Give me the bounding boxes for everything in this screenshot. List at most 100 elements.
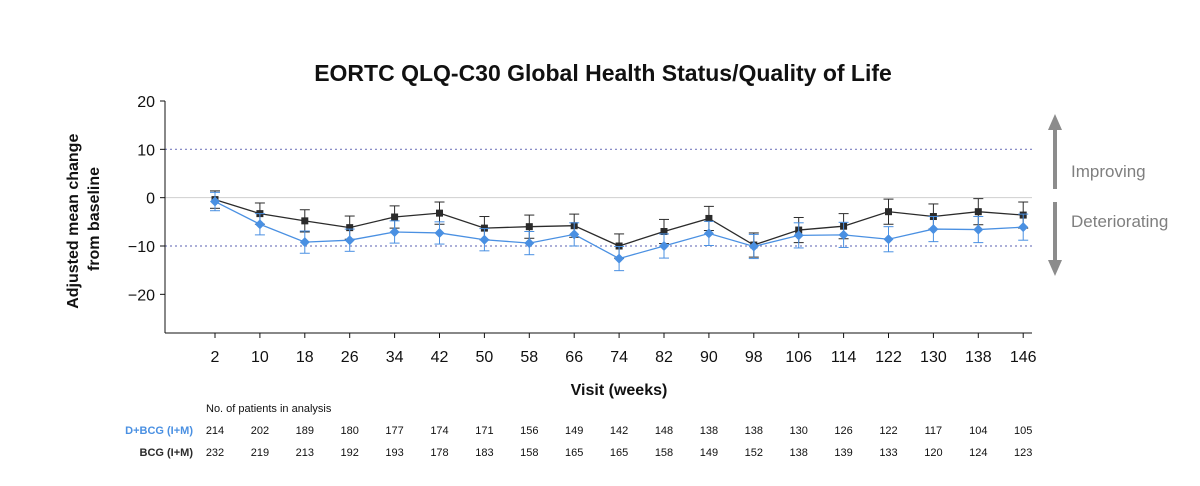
- x-tick-label: 2: [211, 349, 220, 366]
- y-tick-label: 20: [137, 94, 155, 111]
- data-point-bcg: [705, 214, 713, 222]
- data-point-dbcg: [389, 226, 400, 237]
- patients-count-bcg: 149: [700, 447, 718, 459]
- patients-count-dbcg: 174: [430, 425, 448, 437]
- y-tick-label: 10: [137, 142, 155, 159]
- patients-count-bcg: 124: [969, 447, 987, 459]
- data-point-dbcg: [210, 196, 220, 207]
- x-tick-label: 10: [251, 349, 269, 366]
- patients-count-bcg: 139: [834, 447, 852, 459]
- patients-row-label-bcg: BCG (I+M): [140, 447, 194, 459]
- y-axis-label-line-2: from baseline: [86, 167, 103, 271]
- data-series: [210, 190, 1029, 272]
- data-point-bcg: [525, 223, 533, 231]
- patients-row-label-dbcg: D+BCG (I+M): [125, 425, 193, 437]
- patients-count-dbcg: 104: [969, 425, 987, 437]
- data-point-dbcg: [254, 219, 265, 230]
- data-point-dbcg: [434, 227, 445, 238]
- x-tick-label: 66: [565, 349, 583, 366]
- x-tick-label: 146: [1010, 349, 1037, 366]
- x-tick-label: 122: [875, 349, 902, 366]
- improving-label: Improving: [1071, 162, 1146, 181]
- x-tick-label: 90: [700, 349, 718, 366]
- patients-count-dbcg: 180: [341, 425, 359, 437]
- reference-lines: [165, 148, 1032, 247]
- patients-count-dbcg: 189: [296, 425, 314, 437]
- patients-count-dbcg: 122: [879, 425, 897, 437]
- data-point-bcg: [436, 209, 443, 217]
- x-tick-label: 58: [520, 349, 538, 366]
- direction-arrows: Improving Deteriorating: [1048, 114, 1168, 276]
- patients-count-dbcg: 126: [834, 425, 852, 437]
- patients-count-bcg: 152: [745, 447, 763, 459]
- x-tick-label: 130: [920, 349, 947, 366]
- data-point-dbcg: [614, 253, 625, 264]
- x-tick-label: 26: [341, 349, 359, 366]
- data-point-dbcg: [883, 234, 894, 245]
- y-tick-label: 0: [146, 191, 155, 208]
- x-tick-label: 34: [386, 349, 404, 366]
- deteriorating-label: Deteriorating: [1071, 212, 1168, 231]
- patients-count-bcg: 213: [296, 447, 314, 459]
- patients-count-dbcg: 138: [745, 425, 763, 437]
- patients-count-bcg: 219: [251, 447, 269, 459]
- patients-count-bcg: 158: [520, 447, 538, 459]
- patients-count-dbcg: 142: [610, 425, 628, 437]
- patients-count-bcg: 133: [879, 447, 897, 459]
- patients-count-dbcg: 202: [251, 425, 269, 437]
- data-point-dbcg: [344, 235, 355, 246]
- patients-count-dbcg: 156: [520, 425, 538, 437]
- data-point-bcg: [974, 208, 982, 216]
- patients-count-bcg: 192: [341, 447, 359, 459]
- patients-count-dbcg: 149: [565, 425, 583, 437]
- data-point-bcg: [301, 217, 309, 225]
- patients-count-dbcg: 117: [925, 425, 943, 437]
- patients-count-dbcg: 138: [700, 425, 718, 437]
- x-tick-label: 74: [610, 349, 628, 366]
- x-axis-label: Visit (weeks): [571, 382, 668, 399]
- x-tick-label: 106: [785, 349, 812, 366]
- axes: 20 10 0 −10 −20 2 10 18 26 34 42 50 58 66 74 82 90 98 106 1…: [128, 94, 1037, 366]
- data-point-dbcg: [479, 234, 490, 245]
- data-point-dbcg: [659, 241, 669, 251]
- data-point-dbcg: [569, 229, 580, 240]
- patients-count-dbcg: 214: [206, 425, 224, 437]
- patients-count-bcg: 158: [655, 447, 673, 459]
- data-point-dbcg: [793, 230, 804, 241]
- y-tick-label: −10: [128, 239, 155, 256]
- y-axis-label-line-1: Adjusted mean change: [65, 134, 82, 309]
- data-point-dbcg: [748, 241, 759, 252]
- improving-arrowhead-icon: [1048, 114, 1062, 130]
- data-point-dbcg: [703, 228, 714, 239]
- data-point-dbcg: [524, 238, 535, 249]
- data-point-dbcg: [973, 224, 984, 235]
- x-tick-label: 114: [831, 349, 857, 366]
- patients-count-bcg: 138: [790, 447, 808, 459]
- patients-count-bcg: 193: [385, 447, 403, 459]
- patients-table: 214 202 189 180 177 174 171 156 149 142 148 138 138 1…: [206, 425, 1033, 459]
- patients-count-dbcg: 105: [1014, 425, 1032, 437]
- x-tick-label: 18: [296, 349, 314, 366]
- x-tick-label: 42: [431, 349, 449, 366]
- patients-count-bcg: 232: [206, 447, 224, 459]
- chart-title: EORTC QLQ-C30 Global Health Status/Quali…: [314, 60, 892, 86]
- x-tick-label: 138: [965, 349, 992, 366]
- x-tick-label: 82: [655, 349, 673, 366]
- patients-count-bcg: 120: [924, 447, 942, 459]
- data-point-dbcg: [299, 237, 310, 248]
- patients-count-dbcg: 171: [475, 425, 493, 437]
- data-point-bcg: [660, 228, 668, 235]
- data-point-dbcg: [1018, 222, 1029, 233]
- data-point-dbcg: [838, 229, 849, 240]
- patients-count-dbcg: 130: [790, 425, 808, 437]
- patients-table-heading: No. of patients in analysis: [206, 403, 332, 415]
- patients-count-bcg: 165: [610, 447, 628, 459]
- patients-count-bcg: 183: [475, 447, 493, 459]
- data-point-bcg: [391, 213, 399, 221]
- x-tick-label: 98: [745, 349, 763, 366]
- patients-count-dbcg: 177: [385, 425, 403, 437]
- data-point-bcg: [346, 224, 354, 232]
- patients-count-bcg: 178: [430, 447, 448, 459]
- x-tick-label: 50: [476, 349, 494, 366]
